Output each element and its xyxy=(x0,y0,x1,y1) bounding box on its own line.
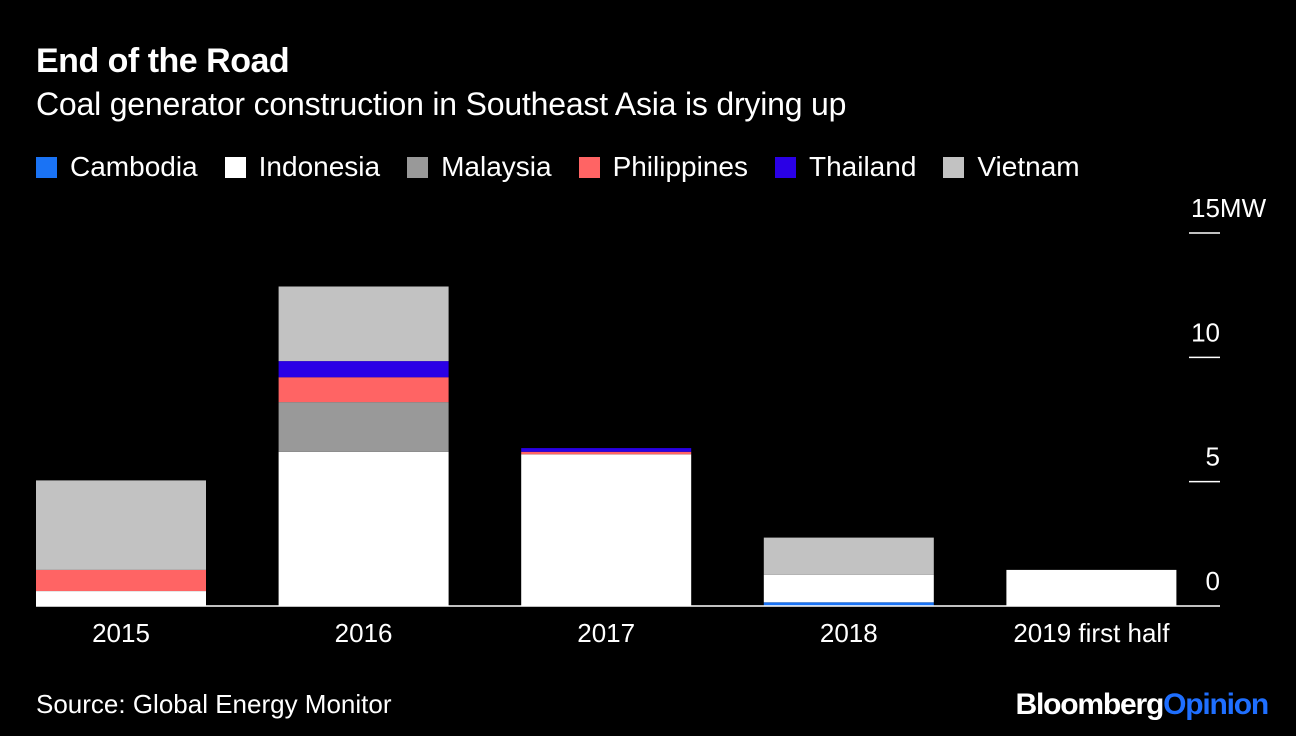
bar-segment-vietnam xyxy=(36,480,206,570)
bar-segment-vietnam xyxy=(278,286,449,362)
brand-logo: BloombergOpinion xyxy=(1015,688,1270,722)
bar-segment-indonesia xyxy=(1006,569,1177,606)
legend-label: Cambodia xyxy=(70,151,198,182)
y-tick-label: 15MW xyxy=(1191,193,1267,223)
legend-label: Malaysia xyxy=(441,151,552,182)
legend-item-thailand: Thailand xyxy=(774,151,917,183)
x-tick-label: 2017 xyxy=(577,618,635,648)
legend-item-cambodia: Cambodia xyxy=(36,151,198,183)
bar-segment-thailand xyxy=(278,361,449,378)
x-tick-label: 2019 first half xyxy=(1013,618,1170,648)
bar-segment-malaysia xyxy=(278,402,449,452)
legend-swatch-vietnam xyxy=(943,156,965,178)
legend-item-vietnam: Vietnam xyxy=(943,151,1080,183)
chart-subtitle: Coal generator construction in Southeast… xyxy=(36,86,847,122)
legend-swatch-indonesia xyxy=(224,156,246,178)
chart-title: End of the Road xyxy=(36,42,290,80)
chart-legend: Cambodia Indonesia Malaysia Philippines Thai… xyxy=(36,150,1107,184)
bar-segment-indonesia xyxy=(763,574,934,603)
legend-label: Thailand xyxy=(808,151,917,182)
y-tick-label: 10 xyxy=(1191,317,1220,347)
legend-label: Philippines xyxy=(612,151,748,182)
legend-swatch-malaysia xyxy=(407,156,429,178)
bar-segment-thailand xyxy=(521,448,692,452)
bar-segment-philippines xyxy=(521,451,692,455)
bar-segment-philippines xyxy=(278,377,449,403)
legend-item-malaysia: Malaysia xyxy=(407,151,552,183)
x-tick-label: 2016 xyxy=(335,618,393,648)
brand-sub: Opinion xyxy=(1163,688,1269,721)
legend-swatch-cambodia xyxy=(36,156,57,178)
legend-item-indonesia: Indonesia xyxy=(224,151,381,183)
y-tick-label: 0 xyxy=(1206,566,1220,596)
legend-item-philippines: Philippines xyxy=(578,151,748,183)
bar-segment-philippines xyxy=(36,569,206,591)
bar-segment-cambodia xyxy=(763,602,934,606)
bar-segment-indonesia xyxy=(521,454,692,606)
legend-swatch-thailand xyxy=(774,156,796,178)
legend-label: Indonesia xyxy=(258,151,381,182)
legend-label: Vietnam xyxy=(977,151,1080,182)
x-tick-label: 2018 xyxy=(820,618,878,648)
legend-swatch-philippines xyxy=(578,156,600,178)
x-tick-label: 2015 xyxy=(92,618,150,648)
bar-segment-vietnam xyxy=(763,537,934,575)
brand-main: Bloomberg xyxy=(1015,688,1165,721)
y-tick-label: 5 xyxy=(1206,442,1220,472)
source-note: Source: Global Energy Monitor xyxy=(36,689,392,719)
bar-segment-indonesia xyxy=(36,591,206,606)
bar-segment-indonesia xyxy=(278,451,449,606)
